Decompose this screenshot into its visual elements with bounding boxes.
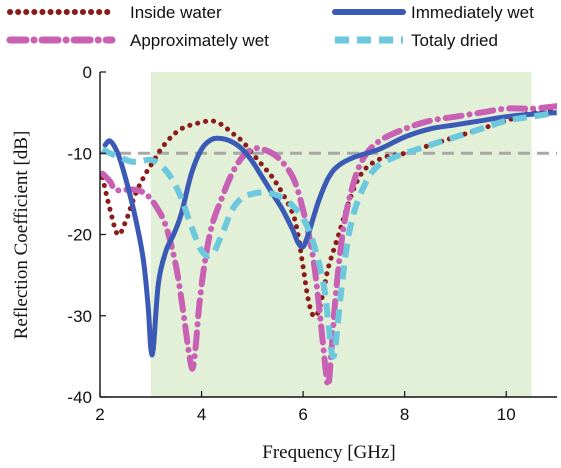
series-line-3 [102, 110, 557, 358]
x-tick-label: 10 [497, 405, 516, 424]
y-tick-label: -40 [67, 388, 92, 407]
x-tick-label: 6 [298, 405, 307, 424]
x-tick-label: 2 [95, 405, 104, 424]
y-axis-label: Reflection Coefficient [dB] [11, 131, 32, 340]
y-tick-label: -30 [67, 307, 92, 326]
legend-label-4: Totaly dried [411, 31, 498, 50]
y-tick-label: 0 [83, 63, 92, 82]
series-line-4 [101, 109, 557, 360]
x-tick-label: 4 [197, 405, 206, 424]
y-tick-label: -10 [67, 144, 92, 163]
plot-layer [100, 72, 557, 397]
legend-label-3: Immediately wet [411, 3, 534, 22]
legend: Inside water Approximately wet Immediately… [6, 3, 534, 50]
axis-layer: 2 4 6 8 10 0 -10 -20 -30 -40 [67, 63, 557, 424]
x-axis-label: Frequency [GHz] [262, 442, 395, 463]
x-tick-label: 8 [400, 405, 409, 424]
y-tick-label: -20 [67, 226, 92, 245]
legend-label-2: Approximately wet [130, 31, 269, 50]
legend-label-1: Inside water [130, 3, 222, 22]
series-line-2 [100, 103, 557, 389]
